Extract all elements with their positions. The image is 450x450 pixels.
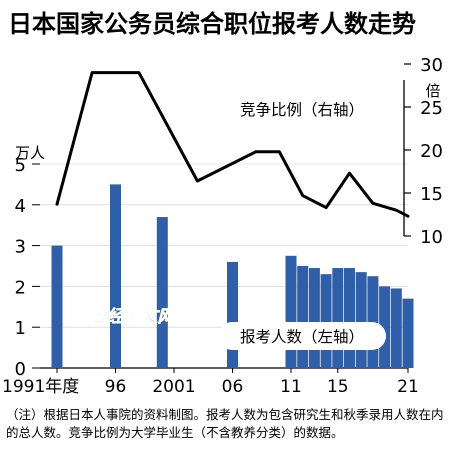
bar-series-label: 报考人数（左轴） xyxy=(240,328,364,346)
line-series xyxy=(55,71,410,218)
x-tick-label: 21 xyxy=(397,377,419,397)
bar xyxy=(285,255,297,368)
series-labels: 竞争比例（右轴） 报考人数（左轴） xyxy=(218,95,386,350)
left-tick-label: 2 xyxy=(15,277,26,298)
right-axis-unit: 倍 xyxy=(425,82,440,100)
left-tick-label: 0 xyxy=(15,359,26,380)
left-axis-unit: 万人 xyxy=(15,144,45,162)
right-tick-label: 20 xyxy=(420,141,443,162)
left-tick-label: 4 xyxy=(15,196,26,217)
bar xyxy=(344,268,355,368)
x-tick-label: 11 xyxy=(280,377,302,397)
x-tick-label: 96 xyxy=(105,377,127,397)
competition-ratio-line xyxy=(55,71,410,218)
left-tick-label: 3 xyxy=(15,237,26,258)
right-axis: 10 15 20 25 30 倍 xyxy=(403,55,443,248)
bar xyxy=(308,268,320,368)
right-tick-label: 30 xyxy=(420,55,443,76)
bar xyxy=(227,261,238,368)
right-tick-label: 10 xyxy=(420,227,443,248)
bar xyxy=(332,268,344,368)
bar xyxy=(379,286,391,368)
line-series-label: 竞争比例（右轴） xyxy=(240,101,364,119)
x-tick-label: 15 xyxy=(327,377,349,397)
bar xyxy=(320,274,332,368)
left-axis: 万人 0 1 2 3 4 5 xyxy=(15,144,45,380)
bar xyxy=(402,298,414,368)
bar xyxy=(110,184,121,368)
bar xyxy=(297,266,309,368)
right-tick-label: 15 xyxy=(420,184,443,205)
chart-note: （注）根据日本人事院的资料制图。报考人数为包含研究生和秋季录用人数在内的总人数。… xyxy=(6,407,444,440)
x-tick-label: 1991年度 xyxy=(2,377,79,397)
bar xyxy=(51,245,63,368)
x-axis: 1991年度 96 2001 06 11 15 21 xyxy=(2,368,419,397)
left-tick-label: 5 xyxy=(15,155,26,176)
left-tick-label: 1 xyxy=(15,318,26,339)
x-tick-label: 2001 xyxy=(152,377,195,397)
chart-title: 日本国家公务员综合职位报考人数走势 xyxy=(8,10,416,38)
bar xyxy=(355,272,367,368)
right-tick-label: 25 xyxy=(420,98,443,119)
watermark: 日经中文网 xyxy=(90,307,178,327)
bar xyxy=(390,288,402,368)
line-label-box xyxy=(218,95,386,123)
x-tick-label: 06 xyxy=(222,377,244,397)
bar-label-box xyxy=(218,322,386,350)
bar xyxy=(156,217,168,368)
